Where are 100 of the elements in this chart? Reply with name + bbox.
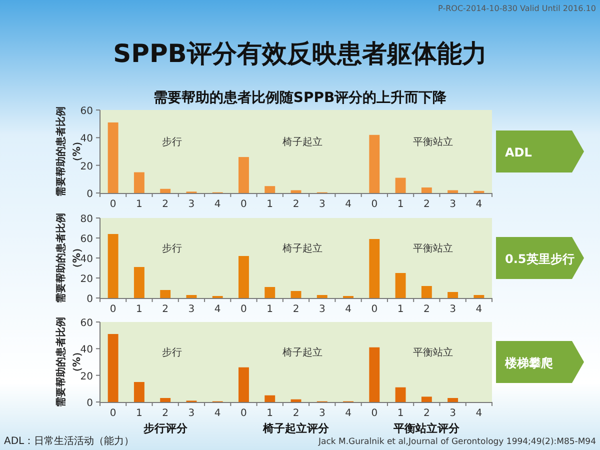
chart-subtitle: 需要帮助的患者比例随SPPB评分的上升而下降 [153, 89, 448, 106]
x-tick-label: 2 [292, 304, 300, 315]
x-tick-label: 2 [162, 408, 169, 419]
x-tick-label: 3 [318, 199, 326, 210]
bar [395, 273, 406, 298]
x-tick-label: 1 [136, 199, 142, 210]
bar [134, 267, 144, 298]
bar [474, 295, 484, 298]
y2-axis-title: ADL [505, 146, 532, 160]
x-tick-label: 4 [214, 304, 221, 315]
x-tick-label: 4 [345, 304, 352, 315]
x-tick-label: 0 [110, 408, 116, 419]
x-tick-label: 0 [110, 304, 116, 315]
bar [186, 295, 197, 298]
x-tick-label: 1 [266, 304, 274, 315]
bar [448, 292, 458, 298]
text: 平衡站立评分 [392, 422, 461, 435]
y2-axis-title: 楼梯攀爬 [504, 356, 553, 370]
x-tick-label: 1 [397, 408, 404, 419]
bar [369, 239, 380, 298]
annotation: 步行 [162, 136, 182, 148]
text: P-ROC-2014-10-830 Valid Until 2016.10 [438, 4, 596, 13]
y-tick-label: 20 [80, 161, 93, 172]
bar [395, 178, 406, 193]
x-tick-label: 0 [110, 199, 116, 210]
x-tick-label: 1 [136, 304, 142, 315]
bar [448, 398, 458, 402]
y-tick-label: 40 [80, 134, 93, 145]
x-tick-label: 0 [240, 304, 247, 315]
x-tick-label: 2 [423, 199, 430, 210]
bar [160, 188, 171, 193]
bar [238, 256, 249, 298]
y-tick-label: 0 [86, 294, 93, 305]
text: Jack M.Guralnik et al,Journal of Gerontology 1994;49(2):M85-M94 [317, 437, 596, 447]
y-tick-label: 60 [80, 234, 93, 245]
y-tick-label: 40 [80, 344, 93, 356]
x-tick-label: 4 [345, 408, 352, 419]
bar [134, 382, 144, 402]
x-tick-label: 2 [162, 199, 169, 210]
x-tick-label: 3 [318, 408, 326, 419]
y-tick-label: 60 [80, 106, 93, 117]
x-tick-label: 2 [423, 304, 430, 315]
y-tick-label: 0 [86, 398, 93, 409]
x-tick-label: 1 [266, 408, 274, 419]
bar [316, 295, 328, 298]
bar [369, 347, 380, 402]
x-tick-label: 4 [345, 199, 352, 210]
bar [448, 190, 458, 193]
bar [108, 334, 118, 402]
annotation: 椅子起立 [282, 242, 323, 255]
x-tick-label: 4 [476, 408, 482, 419]
bar [238, 367, 249, 402]
x-tick-label: 3 [188, 199, 195, 210]
annotation: 椅子起立 [282, 346, 323, 359]
text: 椅子起立评分 [262, 422, 330, 435]
annotation: 步行 [162, 242, 182, 255]
text: ADL：日常生活活动（能力） [4, 435, 134, 447]
y-tick-label: 80 [80, 214, 93, 225]
y-tick-label: 20 [80, 274, 93, 285]
x-tick-label: 4 [476, 304, 482, 315]
x-tick-label: 3 [188, 408, 195, 419]
x-tick-label: 1 [136, 408, 142, 419]
x-tick-label: 0 [240, 408, 247, 419]
bar [238, 157, 249, 193]
x-tick-label: 3 [188, 304, 195, 315]
x-tick-label: 3 [318, 304, 326, 315]
bar [264, 395, 276, 402]
annotation: 平衡站立 [413, 242, 454, 255]
x-tick-label: 0 [371, 304, 378, 315]
y2-axis-title: 0.5英里步行 [505, 252, 574, 266]
x-tick-label: 3 [450, 408, 456, 419]
x-tick-label: 1 [397, 199, 404, 210]
x-tick-label: 4 [214, 408, 221, 419]
x-tick-label: 2 [423, 408, 430, 419]
x-tick-label: 0 [240, 199, 247, 210]
x-tick-label: 2 [292, 408, 300, 419]
text: 步行评分 [142, 422, 188, 435]
x-tick-label: 4 [476, 199, 482, 210]
x-tick-label: 0 [371, 408, 378, 419]
x-tick-label: 3 [450, 304, 456, 315]
bar [160, 398, 171, 402]
bar [421, 396, 432, 402]
bar [134, 172, 144, 193]
bar [290, 190, 302, 193]
bar [264, 186, 276, 193]
bar [108, 122, 118, 193]
bar [160, 290, 171, 298]
annotation: 平衡站立 [413, 346, 454, 359]
y-tick-label: 0 [86, 189, 93, 200]
y-tick-label: 40 [80, 254, 93, 265]
x-tick-label: 1 [397, 304, 404, 315]
x-tick-label: 0 [371, 199, 378, 210]
y-tick-label: 20 [80, 371, 93, 382]
x-tick-label: 2 [292, 199, 300, 210]
x-tick-label: 3 [450, 199, 456, 210]
chart-title: SPPB评分有效反映患者躯体能力 [113, 39, 487, 68]
bar [290, 291, 302, 298]
x-tick-label: 1 [266, 199, 274, 210]
bar [108, 234, 118, 298]
bar [421, 187, 432, 193]
